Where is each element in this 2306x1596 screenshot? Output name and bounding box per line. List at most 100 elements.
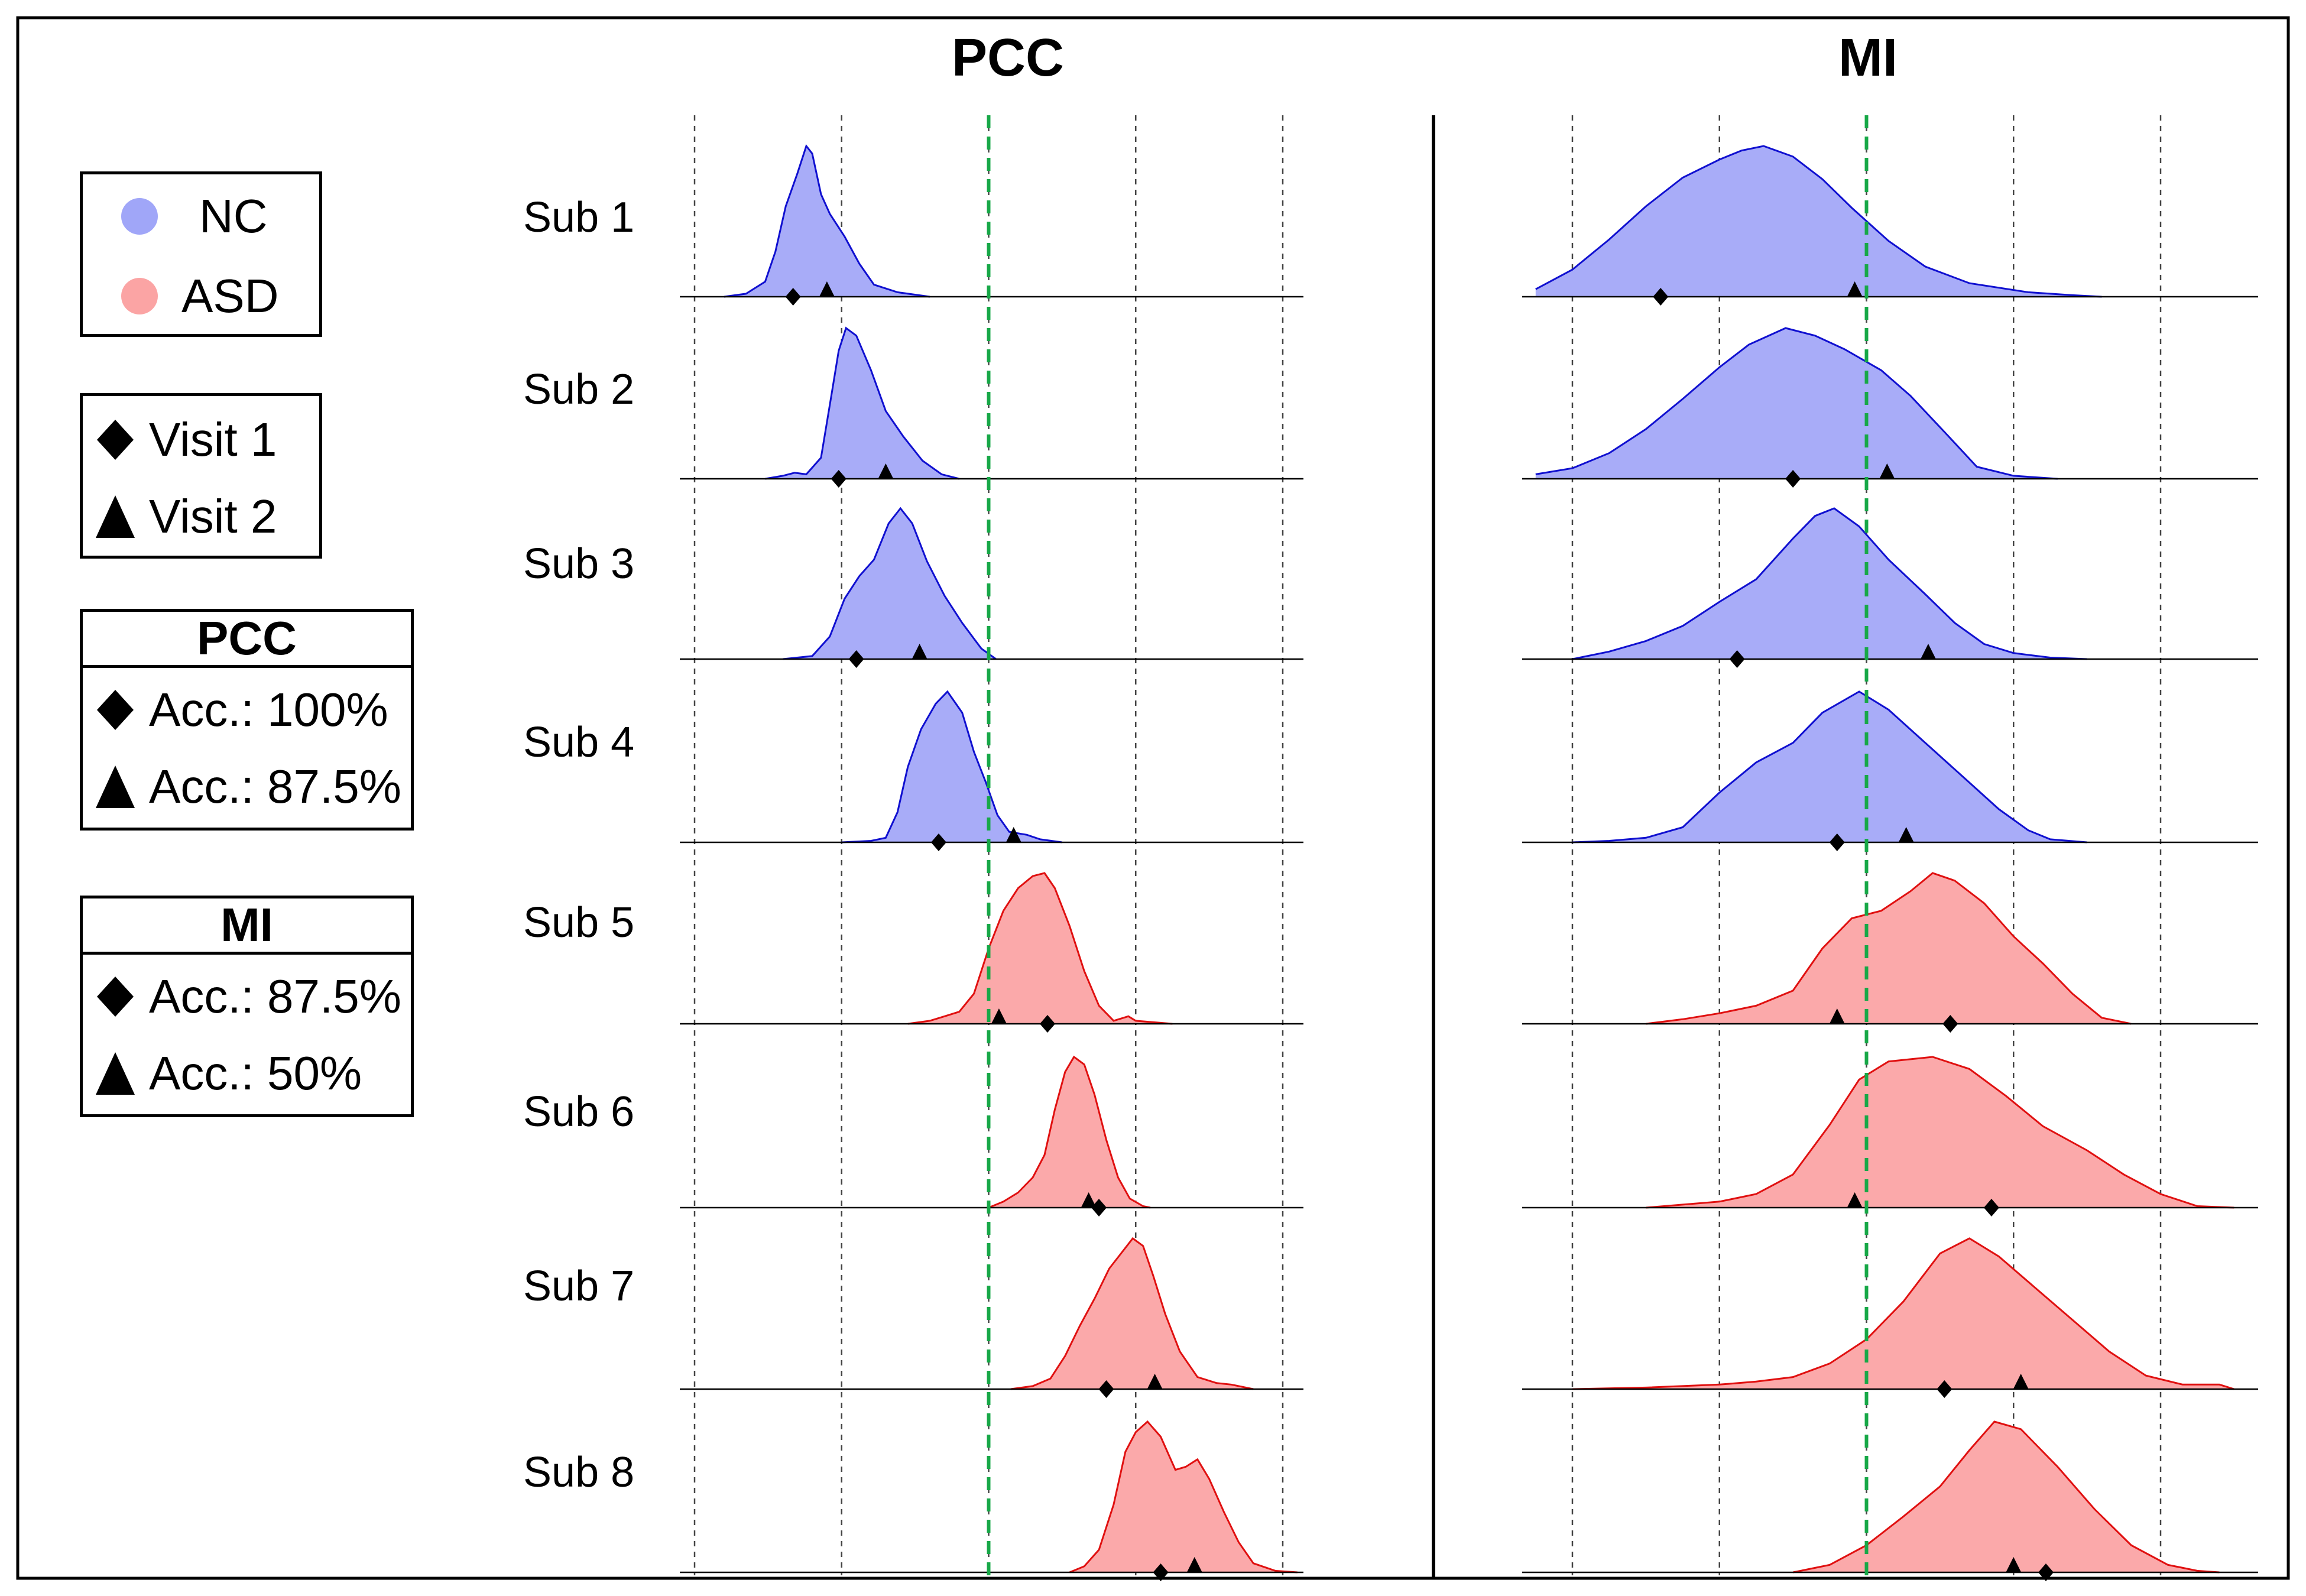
visit1-marker	[1785, 470, 1801, 488]
visit1-marker	[1153, 1563, 1169, 1581]
subject-label: Sub 4	[523, 719, 634, 766]
panel-pcc: PCC	[680, 28, 1303, 1581]
subject-label: Sub 1	[523, 194, 634, 241]
density-curve	[1792, 1420, 2220, 1574]
visit1-marker	[1098, 1380, 1114, 1398]
panel-title: PCC	[952, 28, 1064, 87]
legend-label: Visit 2	[149, 490, 277, 543]
subject-label: Sub 6	[523, 1088, 634, 1136]
legend-label: ASD	[181, 270, 279, 322]
subject-label: Sub 7	[523, 1263, 634, 1310]
visit2-marker	[1186, 1557, 1202, 1572]
visit1-marker	[1942, 1015, 1958, 1033]
accuracy-row: Acc.: 100%	[95, 683, 388, 737]
density-curve	[1535, 327, 2058, 480]
density-curve	[841, 690, 1063, 844]
asd-swatch	[121, 278, 158, 314]
density-curve	[1572, 1237, 2234, 1390]
density-area	[1572, 692, 2087, 842]
density-area	[1646, 1057, 2234, 1208]
visit2-marker	[1147, 1374, 1163, 1389]
density-area	[1069, 1422, 1298, 1572]
density-area	[1793, 1422, 2220, 1572]
density-area	[1535, 146, 2102, 297]
diamond-icon	[97, 420, 134, 460]
density-area	[841, 692, 1062, 842]
triangle-icon	[96, 1052, 135, 1095]
visit2-marker	[991, 1008, 1007, 1024]
visit2-marker	[1081, 1192, 1097, 1208]
density-curve	[1535, 145, 2102, 298]
panel-title: MI	[1838, 28, 1898, 87]
visit2-marker	[1006, 827, 1021, 842]
visit2-marker	[2013, 1374, 2029, 1389]
accuracy-text: Acc.: 50%	[149, 1047, 362, 1099]
triangle-icon	[96, 765, 135, 808]
visit1-marker	[1829, 833, 1845, 851]
density-area	[988, 1057, 1151, 1208]
legend-label: Visit 1	[149, 413, 277, 466]
subject-label: Sub 3	[523, 540, 634, 588]
density-curve	[1646, 1056, 2234, 1209]
visit2-marker	[912, 644, 927, 659]
density-curve	[1572, 690, 2087, 844]
density-curve	[1010, 1237, 1254, 1390]
accuracy-row: Acc.: 87.5%	[95, 969, 401, 1024]
subject-label: Sub 8	[523, 1449, 634, 1496]
density-curve	[907, 872, 1173, 1025]
visit2-marker	[1829, 1008, 1845, 1024]
density-curve	[724, 144, 930, 298]
diamond-icon	[97, 690, 134, 730]
visit1-marker	[785, 288, 801, 306]
visit2-marker	[878, 463, 894, 479]
visit1-marker	[1983, 1199, 1999, 1217]
diamond-icon	[97, 977, 134, 1017]
density-curve	[765, 326, 960, 480]
accuracy-title: MI	[83, 898, 411, 955]
visit2-marker	[1847, 281, 1863, 297]
visit2-marker	[1920, 644, 1936, 659]
accuracy-text: Acc.: 100%	[149, 683, 388, 736]
triangle-icon	[96, 495, 135, 538]
legend-label: NC	[199, 190, 268, 242]
density-area	[765, 328, 959, 479]
legend-item-nc: NC	[121, 189, 268, 244]
visit2-marker	[1898, 827, 1914, 842]
visit2-marker	[1879, 463, 1895, 479]
legend-mi-accuracy: MI Acc.: 87.5% Acc.: 50%	[80, 896, 414, 1117]
visit1-marker	[1729, 650, 1745, 668]
legend-groups: NC ASD	[80, 171, 322, 337]
visit2-marker	[819, 281, 835, 297]
visit1-marker	[831, 470, 846, 488]
accuracy-text: Acc.: 87.5%	[149, 970, 401, 1023]
visit1-marker	[1937, 1380, 1953, 1398]
accuracy-title: PCC	[83, 612, 411, 668]
density-area	[724, 146, 930, 297]
subject-label: Sub 2	[523, 366, 634, 413]
visit1-marker	[930, 833, 946, 851]
accuracy-text: Acc.: 87.5%	[149, 760, 401, 813]
figure-frame	[16, 16, 2290, 1580]
accuracy-row: Acc.: 87.5%	[95, 760, 401, 814]
density-area	[1646, 873, 2132, 1024]
density-area	[1572, 508, 2087, 659]
visit1-marker	[1653, 288, 1669, 306]
panel-mi: MI	[1522, 28, 2258, 1581]
legend-item-visit2: Visit 2	[95, 489, 277, 544]
visit1-marker	[1091, 1199, 1107, 1217]
density-curve	[988, 1055, 1151, 1209]
nc-swatch	[121, 198, 158, 235]
density-area	[783, 508, 996, 659]
visit1-marker	[848, 650, 864, 668]
density-curve	[1069, 1420, 1298, 1574]
density-curve	[783, 507, 997, 660]
subject-label: Sub 5	[523, 899, 634, 946]
legend-item-asd: ASD	[121, 269, 279, 323]
density-curve	[1646, 872, 2132, 1025]
density-area	[1010, 1238, 1254, 1389]
density-curve	[1572, 507, 2087, 660]
visit2-marker	[1847, 1192, 1863, 1208]
visit1-marker	[2038, 1563, 2054, 1581]
